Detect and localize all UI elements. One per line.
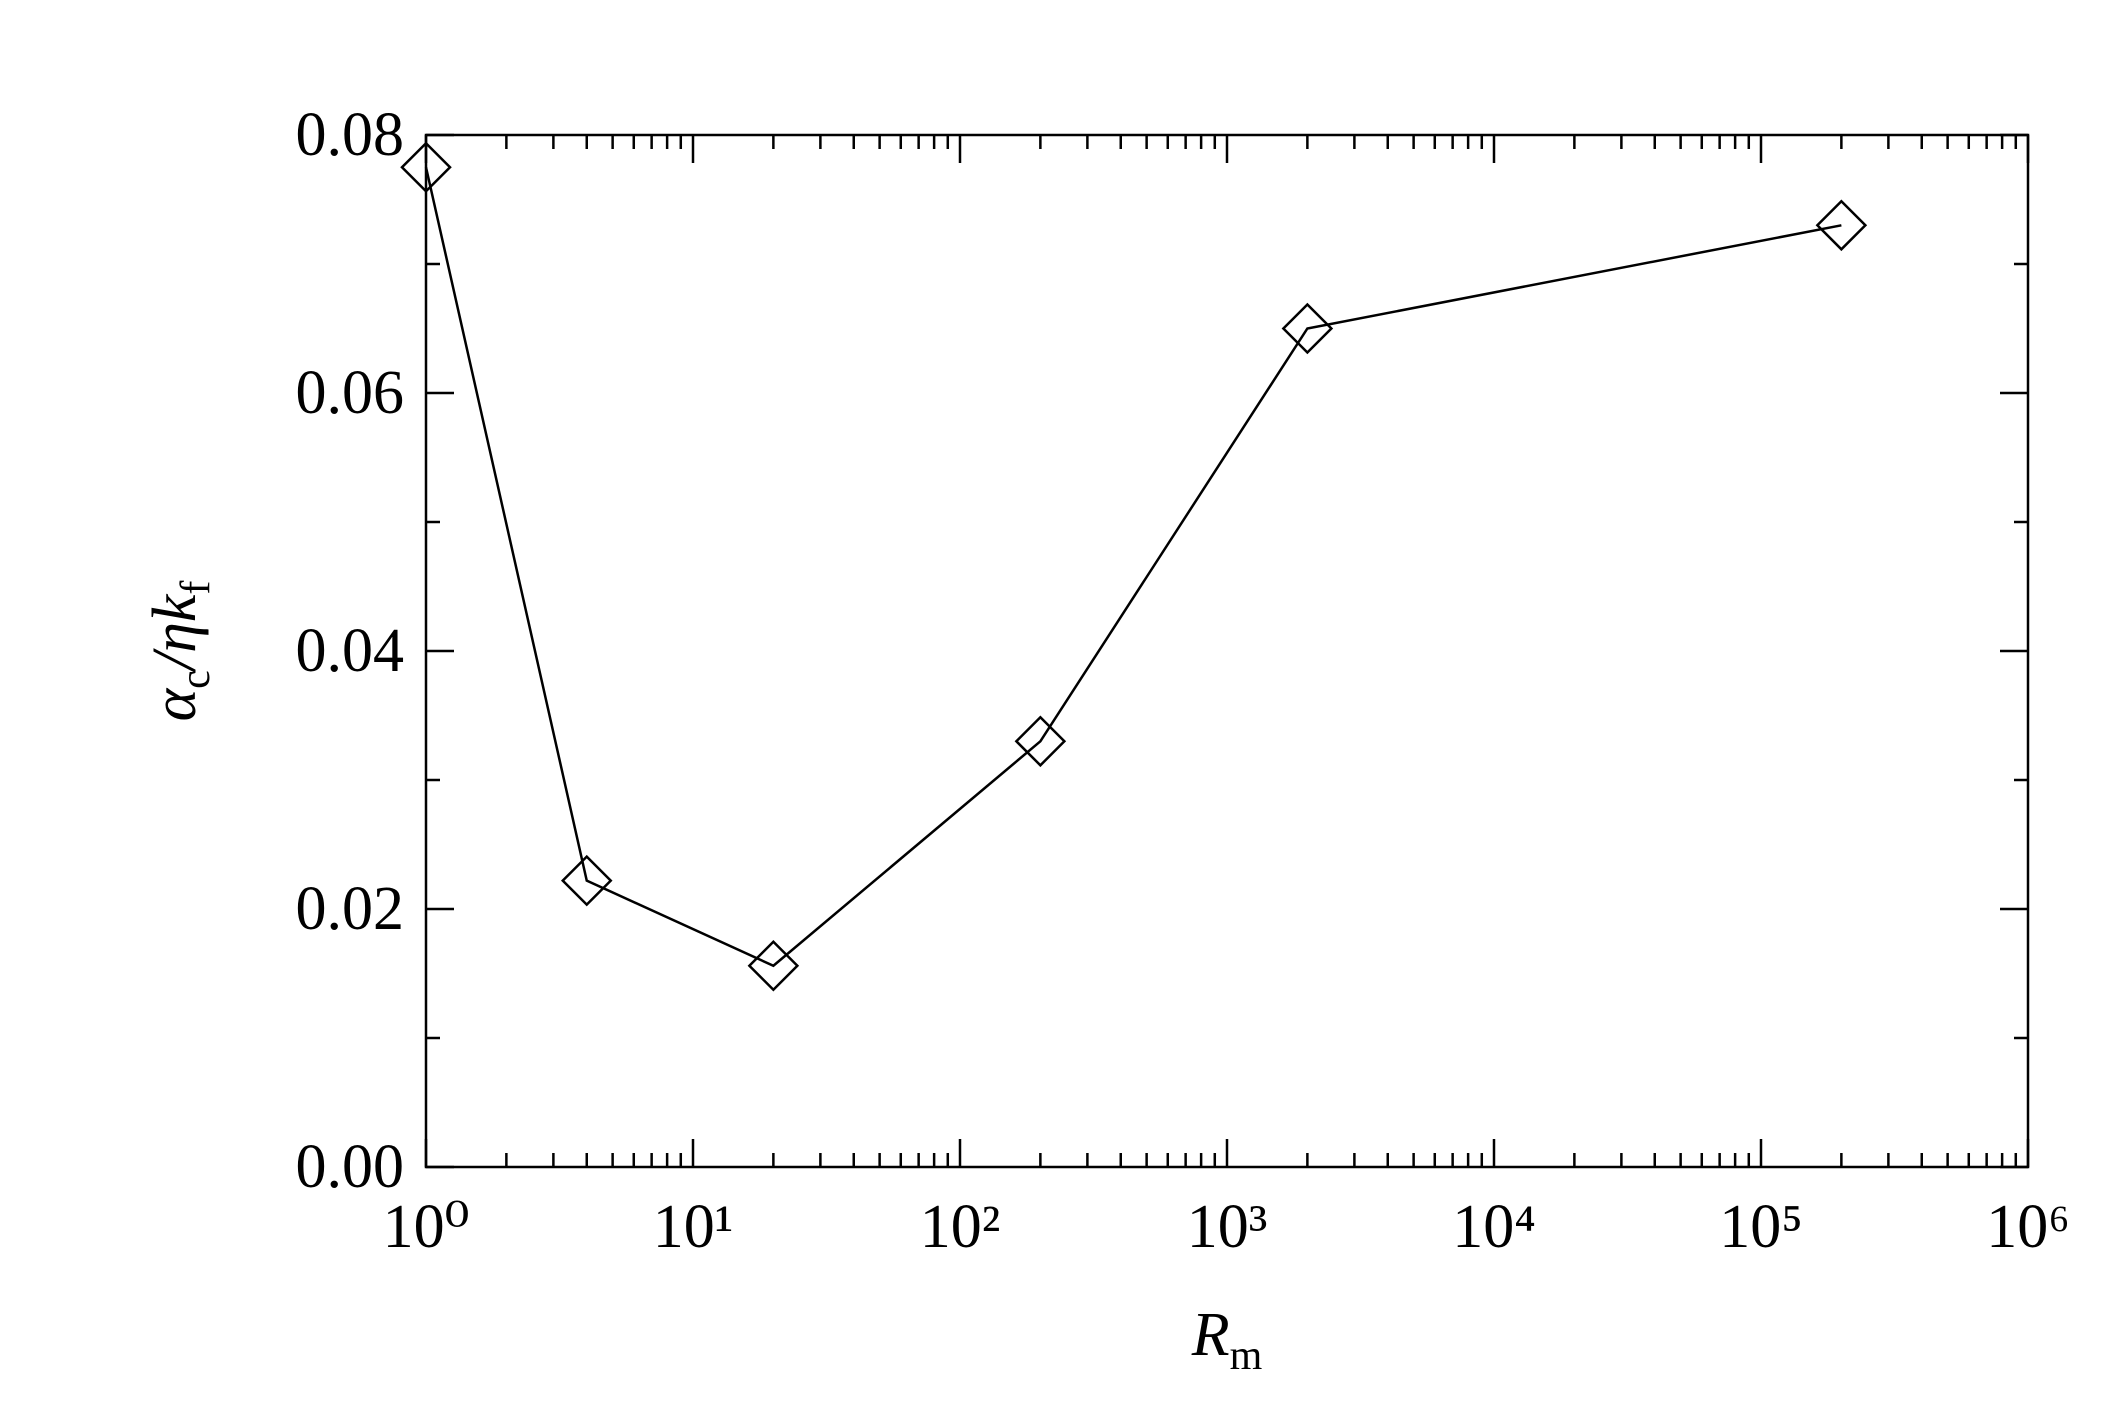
- data-point: [747, 939, 800, 992]
- data-point: [1014, 715, 1067, 768]
- data-point: [1281, 302, 1334, 355]
- x-tick-label: 10⁴: [1452, 1193, 1536, 1261]
- x-label-sub: m: [1230, 1333, 1263, 1379]
- y-tick-label: 0.08: [296, 101, 405, 169]
- data-line: [424, 166, 1842, 968]
- x-tick-label: 10³: [1187, 1193, 1268, 1261]
- plot-frame: [424, 133, 2030, 1169]
- x-tick-label: 10⁵: [1719, 1193, 1803, 1261]
- data-point: [1815, 199, 1868, 252]
- x-tick-label: 10²: [920, 1193, 1001, 1261]
- x-label-main: R: [1191, 1301, 1230, 1369]
- y-tick-label: 0.06: [296, 359, 405, 427]
- y-label-sub: f: [173, 581, 219, 595]
- data-point: [560, 854, 613, 907]
- y-tick-label: 0.02: [296, 875, 405, 943]
- y-tick-label: 0.04: [296, 617, 405, 685]
- y-axis-label: αc/ηkf: [141, 581, 219, 722]
- y-tick-label: 0.00: [296, 1133, 405, 1201]
- y-label-part: /ηk: [141, 593, 209, 673]
- data-point: [400, 141, 452, 194]
- y-label-sub: c: [173, 670, 219, 689]
- x-tick-label: 10¹: [653, 1193, 734, 1261]
- x-tick-label: 10⁶: [1986, 1193, 2070, 1261]
- y-label-part: α: [141, 687, 209, 721]
- x-tick-label: 10⁰: [383, 1193, 470, 1261]
- x-axis-label: Rm: [1191, 1301, 1263, 1379]
